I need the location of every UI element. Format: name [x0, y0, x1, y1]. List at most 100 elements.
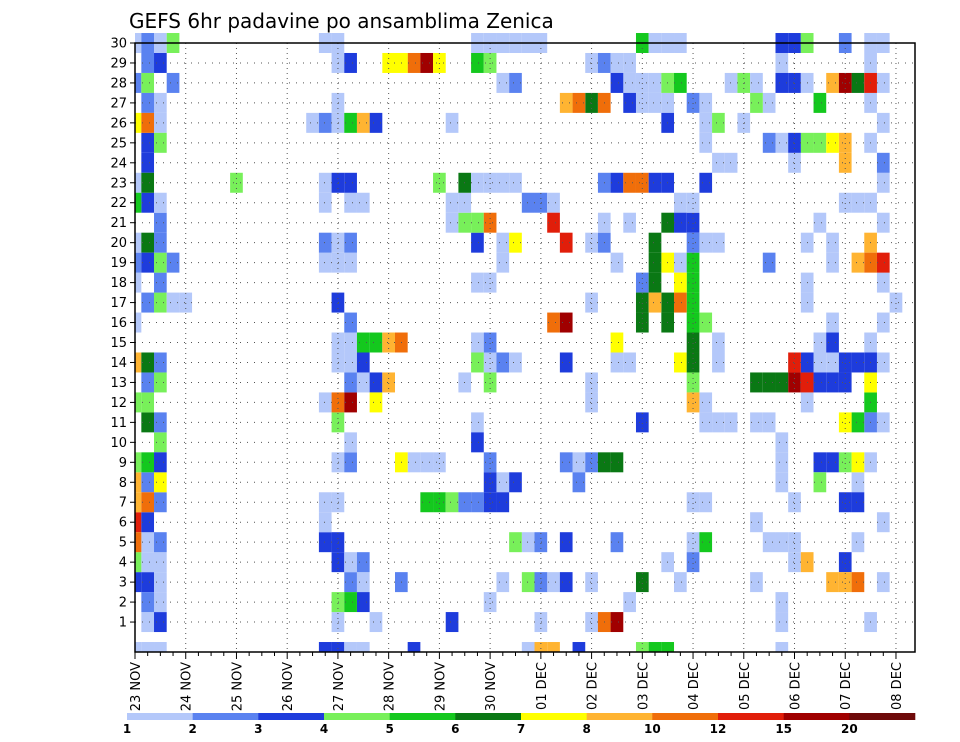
heatmap-cell [154, 592, 167, 613]
heatmap-cell [318, 252, 332, 273]
heatmap-cell [585, 232, 598, 253]
heatmap-cell [737, 112, 751, 133]
heatmap-cell [141, 252, 155, 273]
x-tick-label: 07 DEC [839, 662, 854, 710]
heatmap-cell [230, 172, 243, 193]
colorbar-label: 12 [710, 722, 727, 736]
heatmap-cell [648, 272, 662, 293]
heatmap-cell [635, 312, 649, 333]
heatmap-cell [306, 112, 319, 133]
heatmap-cell [610, 52, 624, 73]
heatmap-cell [154, 272, 167, 293]
heatmap-cell [876, 512, 890, 533]
heatmap-cell [420, 52, 434, 73]
heatmap-cell [534, 192, 548, 213]
heatmap-cell [686, 292, 700, 313]
heatmap-cell [585, 572, 598, 593]
heatmap-cell [750, 412, 763, 433]
heatmap-cell [471, 172, 484, 193]
heatmap-cell [344, 192, 357, 213]
heatmap-cell [318, 192, 332, 213]
heatmap-cell [851, 472, 865, 493]
heatmap-cell [344, 592, 357, 613]
heatmap-cell [141, 92, 155, 113]
heatmap-cell [648, 642, 662, 652]
heatmap-cell [135, 252, 142, 273]
heatmap-cell [471, 412, 484, 433]
heatmap-cell [699, 112, 713, 133]
heatmap-cell [623, 52, 636, 73]
heatmap-cell [344, 332, 357, 353]
heatmap-cell [699, 412, 713, 433]
heatmap-cell [876, 112, 890, 133]
y-tick-label: 20 [110, 236, 127, 251]
heatmap-cell [483, 52, 497, 73]
heatmap-cell [750, 572, 763, 593]
heatmap-cell [585, 452, 598, 473]
heatmap-cell [135, 72, 142, 93]
x-tick-label: 06 DEC [789, 662, 804, 710]
colorbar-swatch [521, 713, 587, 720]
heatmap-cell [572, 92, 586, 113]
heatmap-cell [483, 452, 497, 473]
heatmap-cell [471, 212, 484, 233]
heatmap-cell [154, 552, 167, 573]
heatmap-cell [610, 172, 624, 193]
heatmap-cell [712, 332, 725, 353]
heatmap-cell [585, 92, 598, 113]
heatmap-cell [712, 152, 725, 173]
heatmap-cell [813, 352, 827, 373]
heatmap-cell [750, 72, 763, 93]
heatmap-cell [813, 472, 827, 493]
heatmap-cell [382, 52, 395, 73]
heatmap-cell [762, 132, 776, 153]
heatmap-cell [623, 352, 636, 373]
heatmap-cell [762, 532, 776, 553]
heatmap-cell [141, 412, 155, 433]
heatmap-cell [712, 352, 725, 373]
heatmap-cell [686, 212, 700, 233]
heatmap-cell [623, 592, 636, 613]
heatmap-cell [433, 52, 446, 73]
y-tick-label: 24 [110, 156, 127, 171]
heatmap-cell [762, 412, 776, 433]
heatmap-cell [610, 72, 624, 93]
heatmap-cell [433, 172, 446, 193]
y-tick-label: 27 [110, 96, 127, 111]
heatmap-cell [572, 472, 586, 493]
heatmap-cell [851, 572, 865, 593]
heatmap-cell [141, 52, 155, 73]
heatmap-cell [141, 612, 155, 633]
heatmap-cell [826, 572, 839, 593]
heatmap-cell [331, 252, 345, 273]
heatmap-cell [154, 252, 167, 273]
heatmap-cell [876, 312, 890, 333]
heatmap-cell [331, 232, 345, 253]
heatmap-cell [686, 552, 700, 573]
heatmap-cell [775, 372, 789, 393]
heatmap-cell [838, 572, 852, 593]
heatmap-cell [559, 452, 573, 473]
heatmap-cell [686, 372, 700, 393]
heatmap-cell [154, 92, 167, 113]
heatmap-cell [141, 552, 155, 573]
heatmap-cell [762, 372, 776, 393]
heatmap-cell [331, 332, 345, 353]
heatmap-cell [154, 492, 167, 513]
y-tick-label: 3 [119, 576, 127, 591]
heatmap-cell [724, 72, 738, 93]
heatmap-cell [356, 372, 370, 393]
heatmap-cell [318, 112, 332, 133]
heatmap-cell [318, 642, 332, 652]
heatmap-cell [331, 532, 345, 553]
heatmap-cell [445, 112, 459, 133]
heatmap-cell [331, 352, 345, 373]
heatmap-cell [331, 392, 345, 413]
heatmap-cell [851, 532, 865, 553]
heatmap-cell [471, 352, 484, 373]
colorbar-label: 10 [644, 722, 661, 736]
heatmap-cell [623, 212, 636, 233]
heatmap-cell [344, 52, 357, 73]
heatmap-cell [141, 592, 155, 613]
heatmap-cell [826, 252, 839, 273]
